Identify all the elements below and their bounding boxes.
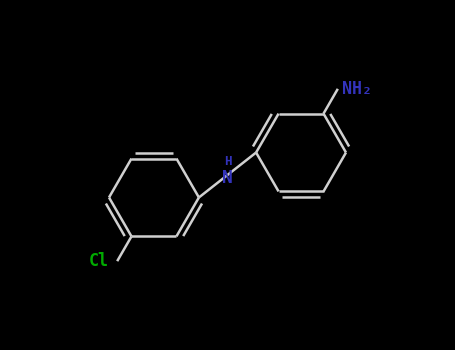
Text: H: H bbox=[224, 155, 231, 168]
Text: NH₂: NH₂ bbox=[342, 80, 372, 98]
Text: Cl: Cl bbox=[89, 252, 109, 270]
Text: N: N bbox=[222, 169, 233, 187]
